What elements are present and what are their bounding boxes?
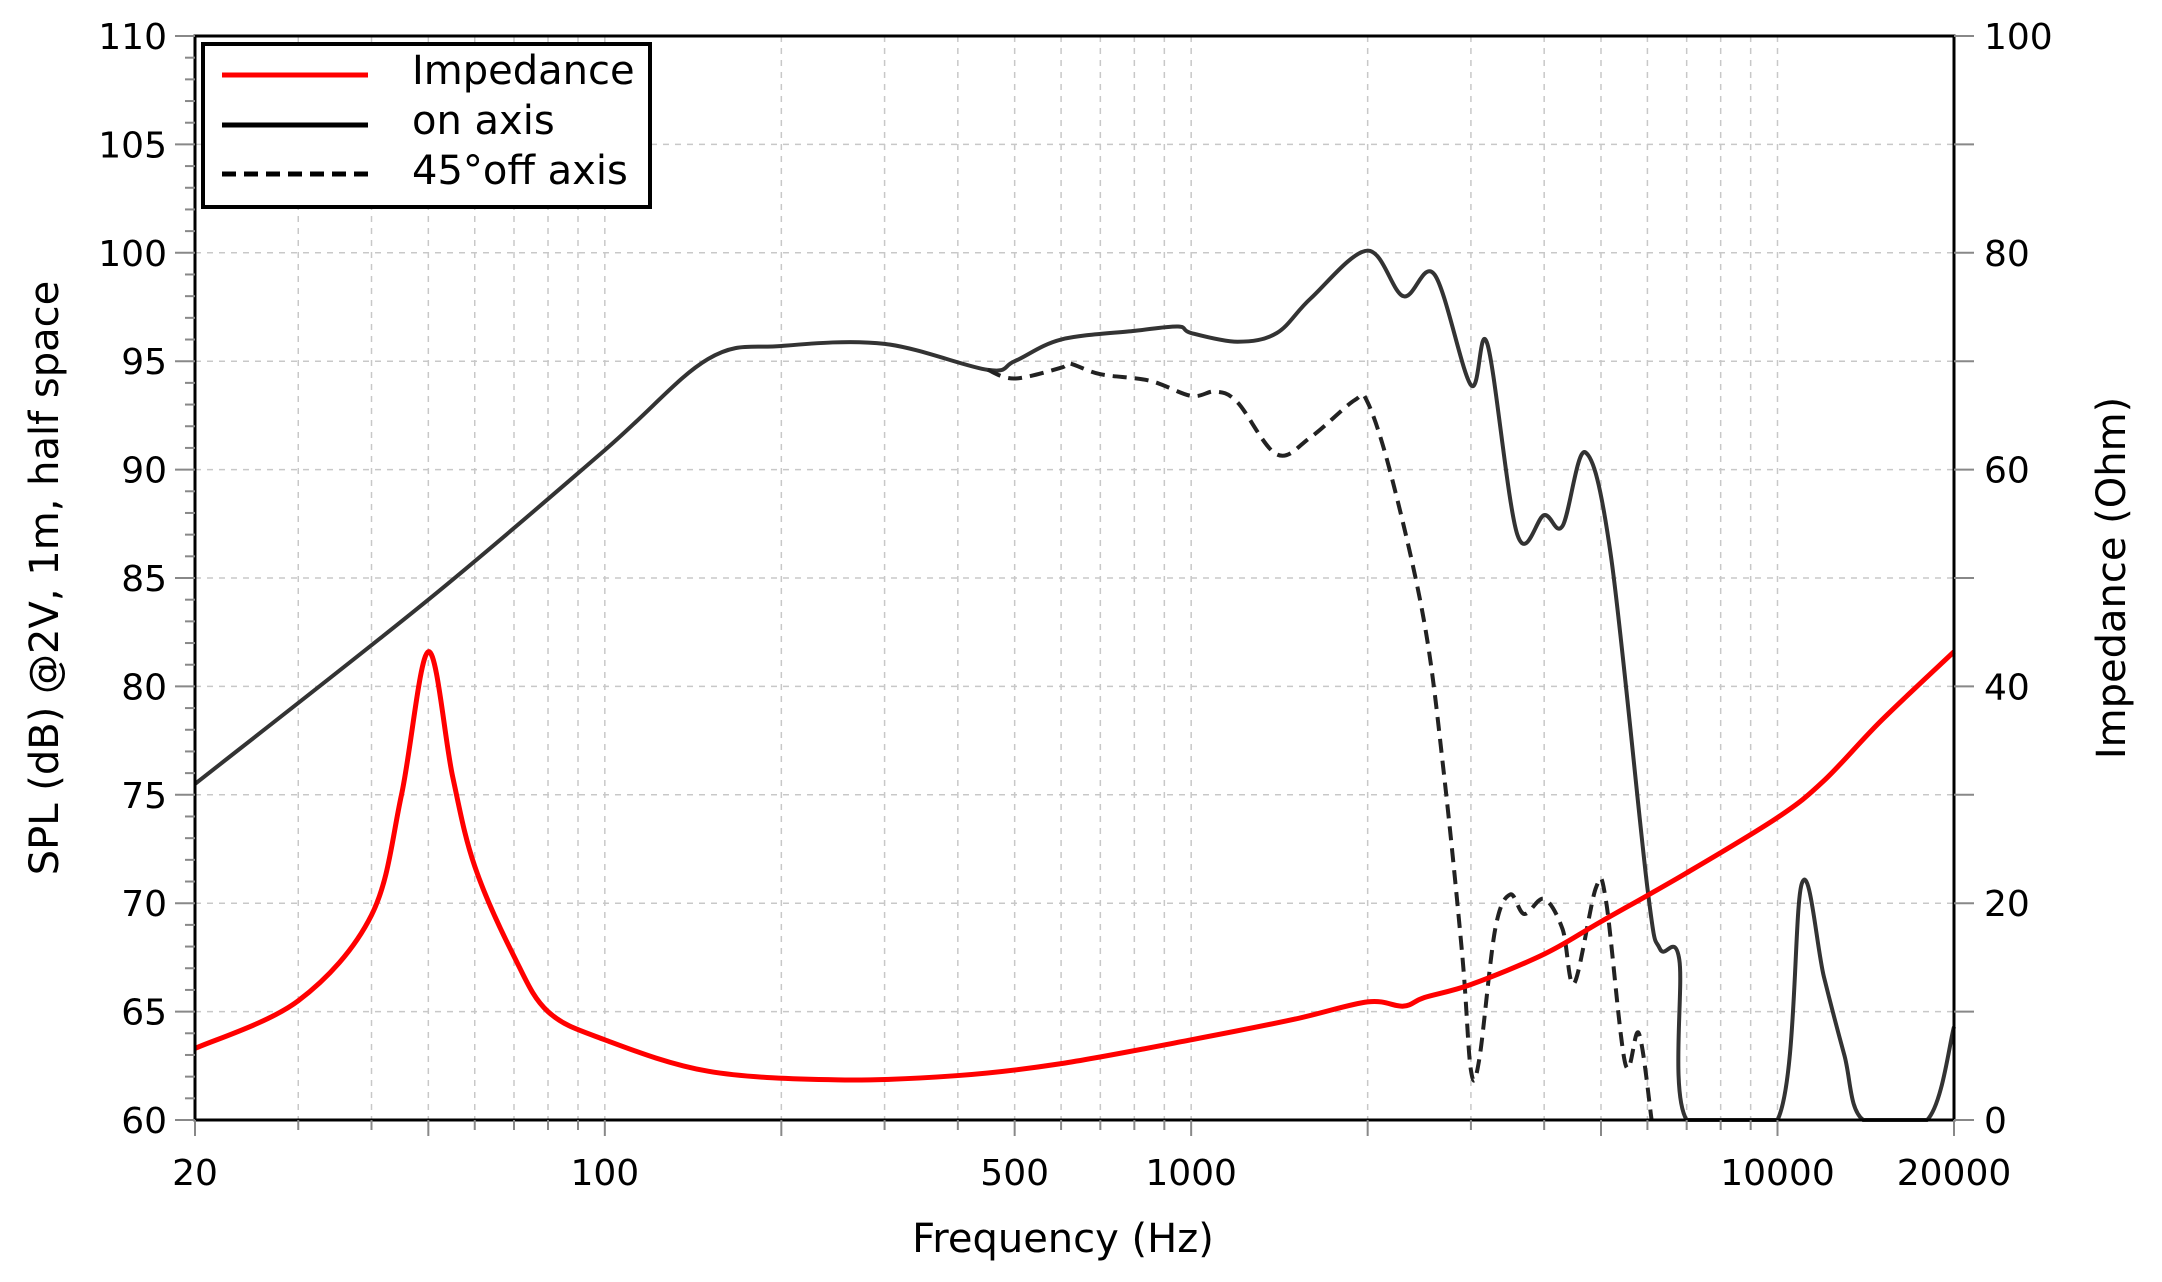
legend-label-impedance: Impedance (412, 48, 635, 94)
x-tick-label: 500 (980, 1153, 1049, 1194)
y-tick-label: 90 (121, 451, 167, 492)
y2-tick-label: 0 (1984, 1101, 2007, 1142)
y-tick-label: 80 (121, 667, 167, 708)
y2-tick-label: 100 (1984, 17, 2053, 58)
y-tick-label: 75 (121, 776, 167, 817)
y-axis-label: SPL (dB) @2V, 1m, half space (22, 281, 68, 875)
y-tick-label: 110 (98, 17, 167, 58)
x-tick-label: 20000 (1897, 1153, 2012, 1194)
y-tick-label: 60 (121, 1101, 167, 1142)
x-tick-label: 100 (570, 1153, 639, 1194)
y-tick-label: 70 (121, 884, 167, 925)
series-impedance-line (193, 649, 1956, 1083)
legend-label-on-axis: on axis (412, 98, 555, 144)
grid (194, 36, 1955, 1120)
x-tick-label: 20 (172, 1153, 218, 1194)
x-tick-label: 1000 (1145, 1153, 1237, 1194)
ticks: 60 65 70 75 80 85 90 95 100 105 110 0 20 40 60 80 100 20 1… (98, 17, 2052, 1194)
y2-tick-label: 60 (1984, 451, 2030, 492)
y-tick-label: 105 (98, 125, 167, 166)
y2-tick-label: 20 (1984, 884, 2030, 925)
y2-axis-label: Impedance (Ohm) (2089, 397, 2135, 759)
legend-label-off-axis: 45°off axis (412, 148, 628, 194)
series-on-axis-line (193, 248, 1956, 1123)
series-45-off-axis-line (987, 361, 1654, 1121)
y-tick-label: 95 (121, 342, 167, 383)
series-layer (193, 248, 1956, 1123)
y-tick-label: 85 (121, 559, 167, 600)
x-tick-label: 10000 (1720, 1153, 1835, 1194)
y-tick-label: 65 (121, 993, 167, 1034)
legend: Impedance on axis 45°off axis (201, 42, 652, 209)
y2-tick-label: 80 (1984, 234, 2030, 275)
x-axis-label: Frequency (Hz) (912, 1216, 1214, 1262)
y2-tick-label: 40 (1984, 667, 2030, 708)
y-tick-label: 100 (98, 234, 167, 275)
